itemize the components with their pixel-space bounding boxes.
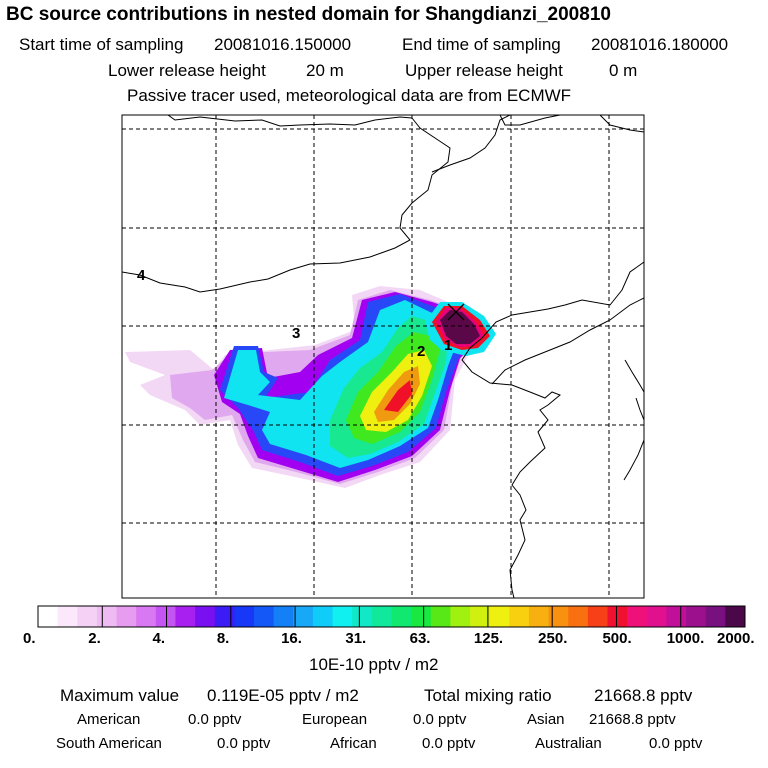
start-time-label: Start time of sampling [19,35,184,54]
contrib-south-american-value: 0.0 pptv [217,735,271,752]
colorbar-swatch [528,606,550,627]
map-area [122,115,644,598]
colorbar-swatch [312,606,334,627]
colorbar-swatch [273,606,294,627]
colorbar-swatch [136,606,157,627]
colorbar-swatch [38,606,59,627]
plume [125,286,496,488]
lat-lon-grid [122,115,644,598]
contrib-european-label: European [302,711,368,728]
colorbar-swatch [77,606,98,627]
colorbar-frame [37,605,746,628]
colorbar-swatch [450,606,471,627]
colorbar-swatch [705,606,726,627]
region-label-1: 1 [444,337,452,354]
colorbar-swatch [116,606,137,627]
colorbar-tick-labels: 0. 2. 4. 8. 16. 31. 63. 125. 250. 500. 1000. 2000. [23,606,755,647]
tracer-note: Passive tracer used, meteorological data… [127,86,572,105]
colorbar-swatch [646,606,667,627]
upper-release-label: Upper release height [405,61,563,80]
colorbar-tick-label: 0. [23,630,36,647]
colorbar-tick-label: 4. [153,630,166,647]
contrib-asian-label: Asian [527,711,565,728]
region-label-2: 2 [417,343,425,360]
colorbar-swatch [332,606,353,627]
colorbar-swatch [725,606,746,627]
colorbar-swatch [411,606,432,627]
colorbar-swatch [371,606,392,627]
upper-release-value: 0 m [609,61,638,80]
colorbar [38,606,746,627]
contrib-australian-value: 0.0 pptv [649,735,703,752]
colorbar-swatch [509,606,530,627]
colorbar-swatch [666,606,687,627]
colorbar-swatch [548,606,569,627]
end-time-label: End time of sampling [402,35,561,54]
colorbar-swatch [214,606,235,627]
colorbar-tick-label: 63. [410,630,431,647]
region-label-3: 3 [292,325,300,342]
colorbar-swatch [489,606,510,627]
colorbar-swatch [352,606,373,627]
contrib-african-label: African [330,735,377,752]
colorbar-swatch [470,606,491,627]
colorbar-swatch [627,606,648,627]
colorbar-swatch [254,606,275,627]
coastlines [122,115,644,598]
colorbar-swatch [430,606,451,627]
receptor-x-marker [447,303,465,321]
colorbar-swatch [234,606,255,627]
colorbar-swatch [155,606,176,627]
figure-title: BC source contributions in nested domain… [6,4,611,25]
map-frame [121,114,645,599]
plume-red [384,380,412,412]
colorbar-tick-label: 1000. [667,630,705,647]
colorbar-swatch [568,606,589,627]
contrib-australian-label: Australian [535,735,602,752]
colorbar-tick-label: 16. [281,630,302,647]
contrib-american-value: 0.0 pptv [188,711,242,728]
end-time-value: 20081016.180000 [591,35,729,54]
total-mixing-label: Total mixing ratio [424,686,552,705]
lower-release-label: Lower release height [108,61,266,80]
colorbar-tick-label: 8. [217,630,230,647]
max-value-label: Maximum value [60,686,180,705]
contrib-african-value: 0.0 pptv [422,735,476,752]
total-mixing-value: 21668.8 pptv [594,686,693,705]
region-label-4: 4 [137,267,146,284]
max-value: 0.119E-05 pptv / m2 [207,686,359,705]
colorbar-tick-label: 500. [602,630,631,647]
colorbar-tick-label: 2000. [717,630,755,647]
contrib-asian-value: 21668.8 pptv [589,711,676,728]
colorbar-swatch [587,606,609,627]
colorbar-tick-label: 2. [88,630,101,647]
colorbar-swatch [175,606,196,627]
colorbar-swatch [293,606,314,627]
colorbar-tick-label: 250. [538,630,567,647]
contrib-american-label: American [77,711,141,728]
colorbar-swatch [57,606,78,627]
colorbar-tick-label: 125. [474,630,503,647]
colorbar-unit-label: 10E-10 pptv / m2 [309,655,439,674]
colorbar-tick-label: 31. [345,630,366,647]
colorbar-swatch [607,606,628,627]
contrib-south-american-label: South American [56,735,162,752]
colorbar-swatch [686,606,707,627]
start-time-value: 20081016.150000 [214,35,352,54]
lower-release-value: 20 m [306,61,344,80]
contrib-european-value: 0.0 pptv [413,711,467,728]
colorbar-swatch [195,606,216,627]
colorbar-swatch [96,606,118,627]
colorbar-swatch [391,606,412,627]
